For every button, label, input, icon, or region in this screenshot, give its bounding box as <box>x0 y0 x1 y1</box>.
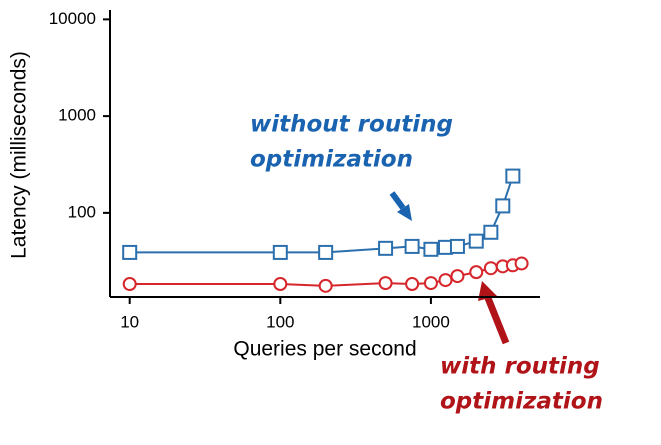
marker <box>318 244 334 260</box>
marker <box>483 224 499 240</box>
marker <box>450 269 465 284</box>
annotation: without routing <box>250 112 453 138</box>
marker <box>318 278 333 293</box>
annotation-arrow <box>484 296 510 345</box>
marker <box>505 168 521 184</box>
marker <box>483 261 498 276</box>
annotation: optimization <box>250 147 413 173</box>
x-axis-label: Queries per second <box>233 338 416 361</box>
marker <box>469 265 484 280</box>
annotation: with routing <box>440 354 600 380</box>
marker <box>423 276 438 291</box>
marker <box>273 276 288 291</box>
y-axis-label: Latency (milliseconds) <box>8 51 31 259</box>
marker <box>514 256 529 271</box>
x-tick-label: 10 <box>120 312 139 331</box>
marker <box>404 238 420 254</box>
annotation-arrow <box>389 191 406 210</box>
annotation-arrowhead <box>397 204 412 221</box>
x-tick-label: 100 <box>266 312 294 331</box>
marker <box>122 276 137 291</box>
y-tick-label: 100 <box>68 202 96 221</box>
marker <box>449 238 465 254</box>
annotation: optimization <box>440 389 603 415</box>
marker <box>423 241 439 257</box>
marker <box>495 198 511 214</box>
marker <box>468 233 484 249</box>
y-tick-label: 1000 <box>58 106 96 125</box>
marker <box>272 244 288 260</box>
y-tick-label: 10000 <box>49 9 96 28</box>
marker <box>378 276 393 291</box>
marker <box>122 244 138 260</box>
marker <box>378 240 394 256</box>
marker <box>405 276 420 291</box>
marker <box>438 273 453 288</box>
x-tick-label: 1000 <box>412 312 450 331</box>
